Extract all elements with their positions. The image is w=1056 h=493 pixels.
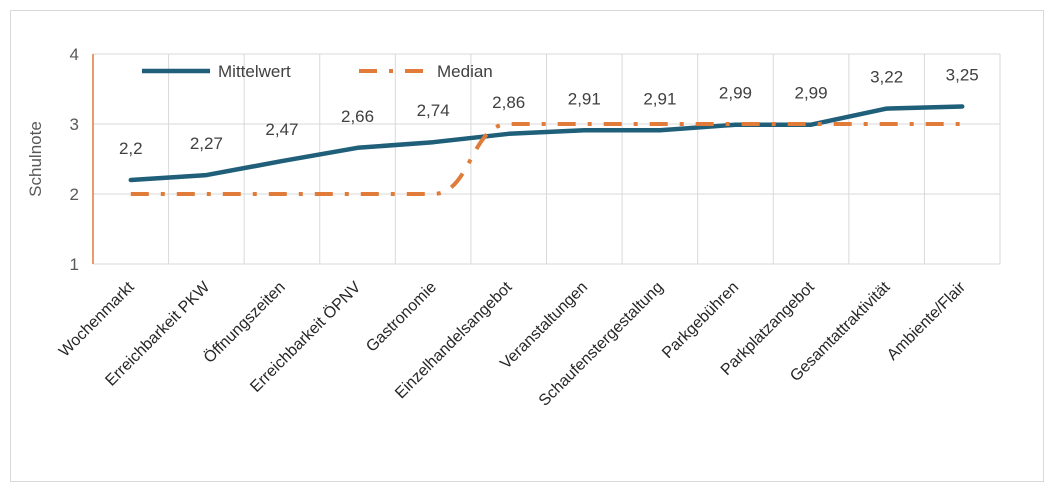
x-category-label: Gastronomie [363, 279, 440, 356]
y-axis-label: Schulnote [26, 121, 45, 197]
data-label: 2,2 [119, 139, 143, 158]
data-label: 3,22 [870, 68, 903, 87]
data-label: 2,27 [190, 134, 223, 153]
series-line-mittelwert [128, 104, 965, 183]
data-label: 2,74 [417, 101, 450, 120]
data-label: 2,47 [265, 120, 298, 139]
x-category-label: Ambiente/Flair [884, 278, 969, 363]
gridlines [93, 53, 1001, 265]
legend: Mittelwert Median [142, 62, 493, 81]
data-label: 2,99 [719, 84, 752, 103]
x-category-label: Parkgebühren [659, 279, 742, 362]
x-category-label: Öffnungszeiten [200, 278, 289, 367]
data-label: 2,99 [794, 84, 827, 103]
data-label: 2,66 [341, 107, 374, 126]
data-labels: 2,2 2,27 2,47 2,66 2,74 2,86 2,91 2,91 2,99 2,99 3… [119, 66, 979, 159]
data-label: 2,86 [492, 93, 525, 112]
chart-frame [10, 10, 1044, 482]
legend-label-mittelwert: Mittelwert [218, 62, 291, 81]
data-label: 3,25 [946, 66, 979, 85]
y-tick-label: 2 [70, 185, 79, 204]
y-tick-label: 1 [70, 255, 79, 274]
series-lines [128, 104, 965, 196]
data-label: 2,91 [643, 89, 676, 108]
y-tick-label: 4 [70, 45, 79, 64]
x-category-label: Schaufenstergestaltung [536, 279, 667, 410]
x-category-label: Wochenmarkt [56, 278, 138, 360]
y-axis-ticks: 1 2 3 4 [70, 45, 79, 274]
legend-label-median: Median [437, 62, 493, 81]
y-tick-label: 3 [70, 115, 79, 134]
data-label: 2,91 [568, 89, 601, 108]
